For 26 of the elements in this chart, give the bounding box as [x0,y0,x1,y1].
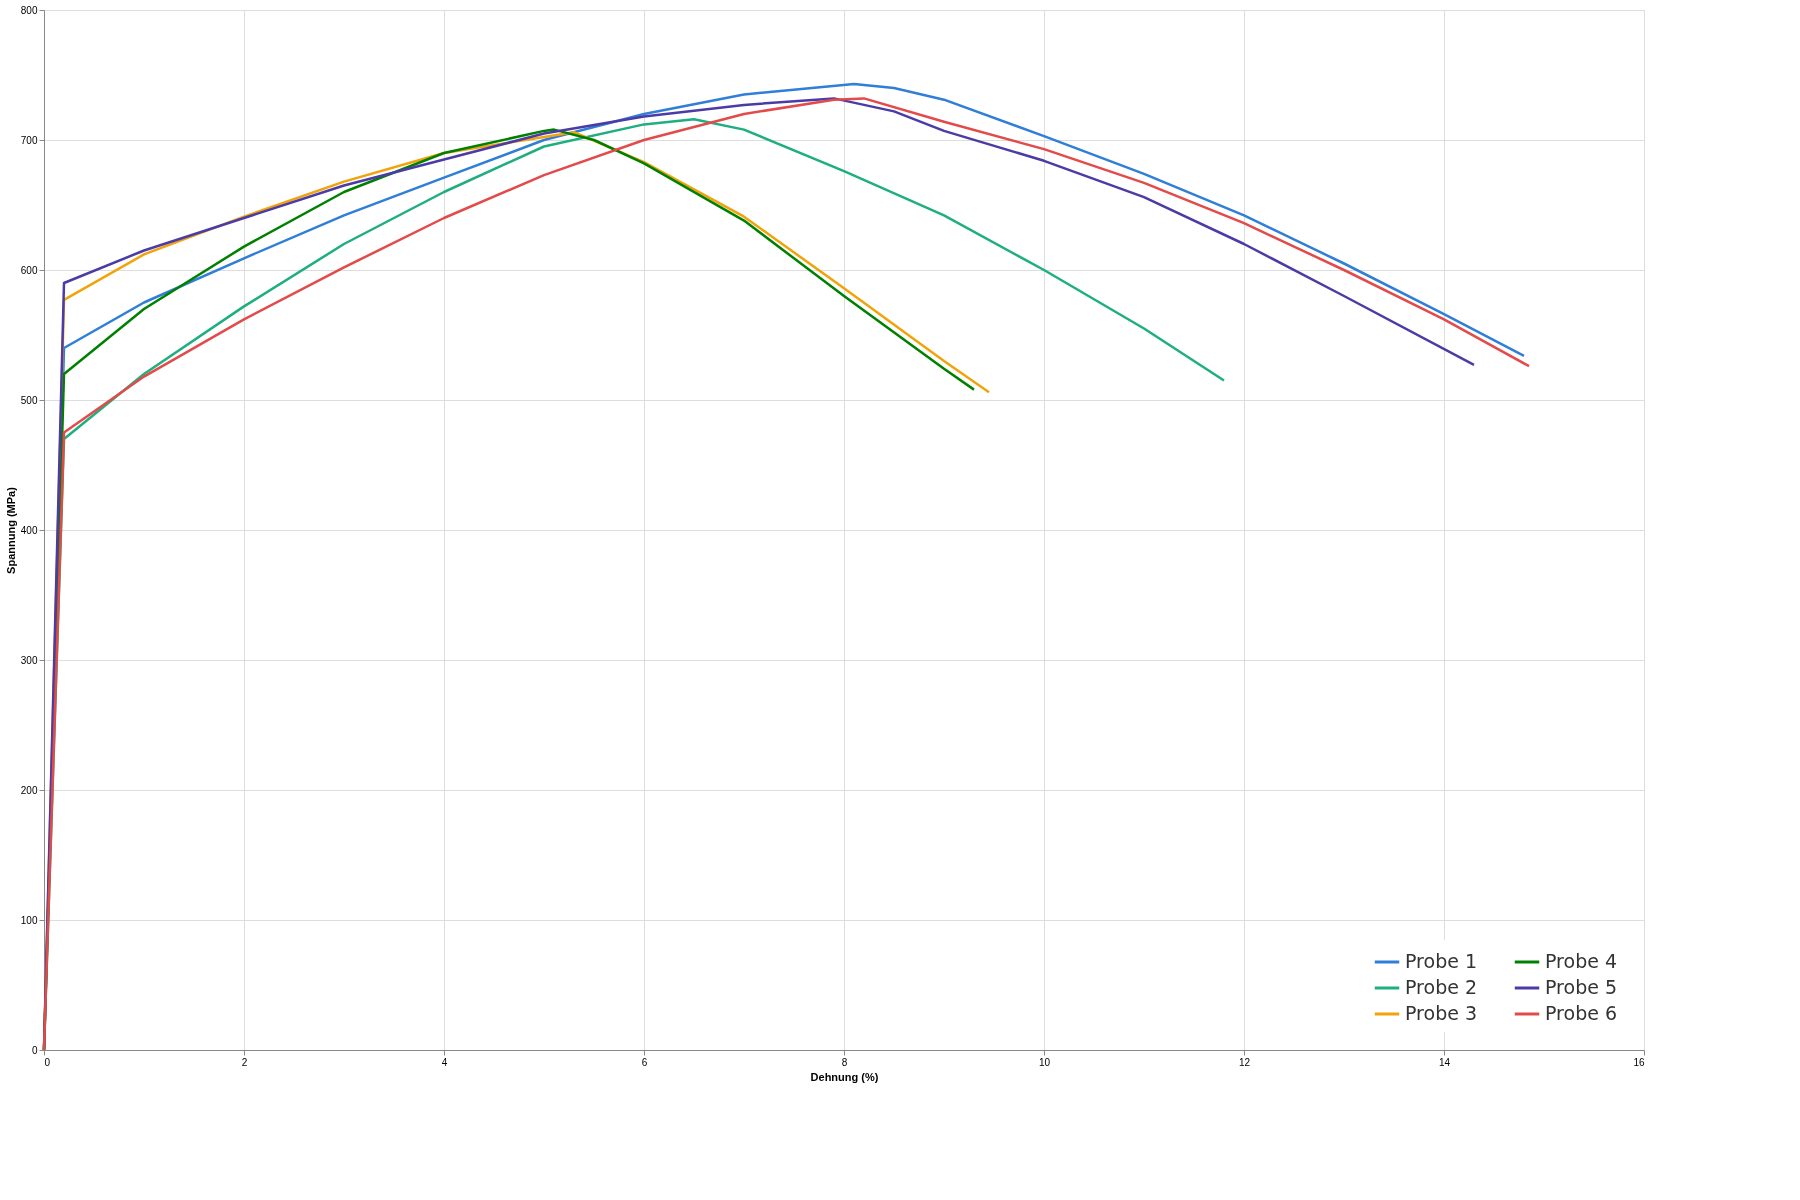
y-tick-label: 400 [20,524,38,536]
x-tick-label: 14 [1438,1056,1451,1068]
x-tick-label: 4 [441,1056,448,1068]
legend-label: Probe 6 [1545,1002,1618,1024]
y-tick-label: 200 [20,784,38,796]
legend-label: Probe 5 [1545,976,1618,998]
legend-label: Probe 2 [1405,976,1478,998]
x-tick-label: 16 [1633,1056,1645,1068]
x-tick-label: 10 [1038,1056,1051,1068]
x-tick-label: 0 [44,1056,51,1068]
y-tick-label: 700 [20,134,38,146]
y-axis-title: Spannung (MPa) [4,486,17,574]
x-tick-label: 12 [1238,1056,1251,1068]
legend-label: Probe 1 [1405,950,1478,972]
y-tick-label: 300 [20,654,38,666]
y-tick-label: 800 [20,4,38,16]
y-tick-label: 500 [20,394,38,406]
x-tick-label: 6 [641,1056,648,1068]
x-tick-label: 2 [241,1056,248,1068]
x-tick-label: 8 [841,1056,848,1068]
x-axis-title: Dehnung (%) [810,1070,879,1083]
y-tick-label: 0 [31,1044,38,1056]
legend-label: Probe 3 [1405,1002,1478,1024]
y-tick-label: 100 [20,914,38,926]
y-tick-label: 600 [20,264,38,276]
legend-label: Probe 4 [1545,950,1618,972]
